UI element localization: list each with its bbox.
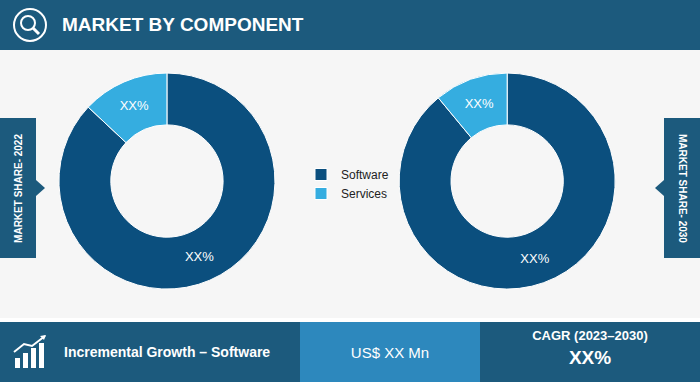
- html-text:Incremental Growth – Software: Incremental Growth – Software: [64, 344, 271, 360]
- svg-text:XX%: XX%: [120, 98, 149, 113]
- svg-text:XX%: XX%: [465, 96, 494, 111]
- html-text:XX%: XX%: [568, 347, 612, 368]
- html-text:US$ XX Mn: US$ XX Mn: [350, 343, 430, 361]
- html-text:CAGR (2023–2030): CAGR (2023–2030): [532, 328, 648, 343]
- svg-text:Software: Software: [341, 168, 389, 182]
- svg-text:Services: Services: [341, 187, 387, 201]
- svg-text:XX%: XX%: [520, 251, 549, 266]
- html-text:MARKET SHARE- 2022: MARKET SHARE- 2022: [12, 133, 24, 243]
- html-text:MARKET SHARE- 2030: MARKET SHARE- 2030: [676, 133, 688, 243]
- html-text:MARKET BY COMPONENT: MARKET BY COMPONENT: [62, 14, 304, 35]
- svg-text:XX%: XX%: [185, 249, 214, 264]
